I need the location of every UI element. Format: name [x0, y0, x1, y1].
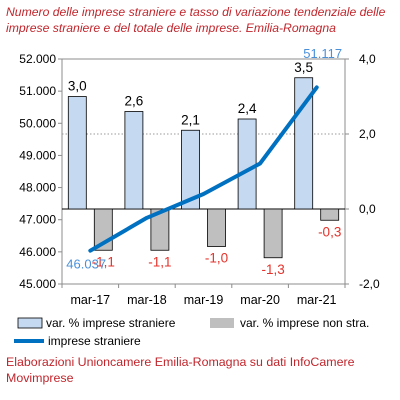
bar-data-label: 3,5 [294, 60, 313, 75]
bar-imprese-non-straniere [150, 208, 170, 251]
right-axis-tick-label: -2,0 [359, 277, 380, 291]
line-start-label: 46.037 [66, 257, 106, 272]
x-axis-tick-label: mar-20 [240, 293, 280, 307]
bar-data-label: 2,4 [238, 101, 257, 116]
bar-imprese-straniere [237, 118, 257, 210]
bar-imprese-non-straniere [320, 208, 340, 221]
left-axis-tick-label: 50.000 [19, 116, 56, 130]
bar-data-label: -0,3 [318, 224, 341, 239]
bar-data-label: 2,1 [181, 112, 200, 127]
right-axis-tick-label: 0,0 [359, 202, 376, 216]
x-axis-tick-label: mar-18 [127, 293, 167, 307]
bar-imprese-straniere [67, 96, 87, 210]
left-axis-tick-label: 51.000 [19, 84, 56, 98]
left-axis-tick-label: 48.000 [19, 181, 56, 195]
left-axis-tick-label: 46.000 [19, 245, 56, 259]
line-imprese-straniere [88, 85, 319, 253]
right-axis-tick-label: 2,0 [359, 127, 376, 141]
bar-data-label: 3,0 [68, 79, 87, 94]
x-axis-tick-label: mar-19 [184, 293, 224, 307]
x-axis-tick-label: mar-17 [71, 293, 111, 307]
chart-title: Numero delle imprese straniere e tasso d… [6, 5, 386, 35]
plot-frame [61, 58, 346, 285]
bar-data-label: -1,1 [148, 254, 171, 269]
legend-label-imprese-non-straniere: var. % imprese non stra. [240, 316, 369, 330]
left-axis-tick-label: 52.000 [19, 52, 56, 66]
legend: var. % imprese straniere var. % imprese n… [14, 316, 369, 348]
x-axis-tick-label: mar-21 [297, 293, 337, 307]
bar-imprese-non-straniere [207, 208, 226, 247]
legend-swatch-imprese-straniere [17, 317, 43, 329]
left-axis-tick-label: 49.000 [19, 148, 56, 162]
bar-imprese-non-straniere [263, 208, 283, 259]
line-end-label: 51.117 [303, 46, 342, 61]
left-axis-tick-label: 45.000 [19, 277, 56, 291]
bar-imprese-straniere [181, 129, 200, 210]
bar-data-label: -1,0 [205, 251, 228, 266]
legend-label-line: imprese straniere [48, 334, 141, 348]
legend-label-imprese-straniere: var. % imprese straniere [46, 316, 176, 330]
right-axis-tick-label: 4,0 [359, 52, 376, 66]
bar-data-label: 2,6 [125, 94, 144, 109]
bar-data-label: -1,1 [92, 254, 115, 269]
source-note: Elaborazioni Unioncamere Emilia-Romagna … [6, 355, 355, 385]
bar-data-label: -1,3 [261, 262, 284, 277]
bar-imprese-straniere [124, 111, 144, 210]
legend-swatch-imprese-non-straniere [210, 318, 234, 328]
left-axis-tick-label: 47.000 [19, 213, 56, 227]
